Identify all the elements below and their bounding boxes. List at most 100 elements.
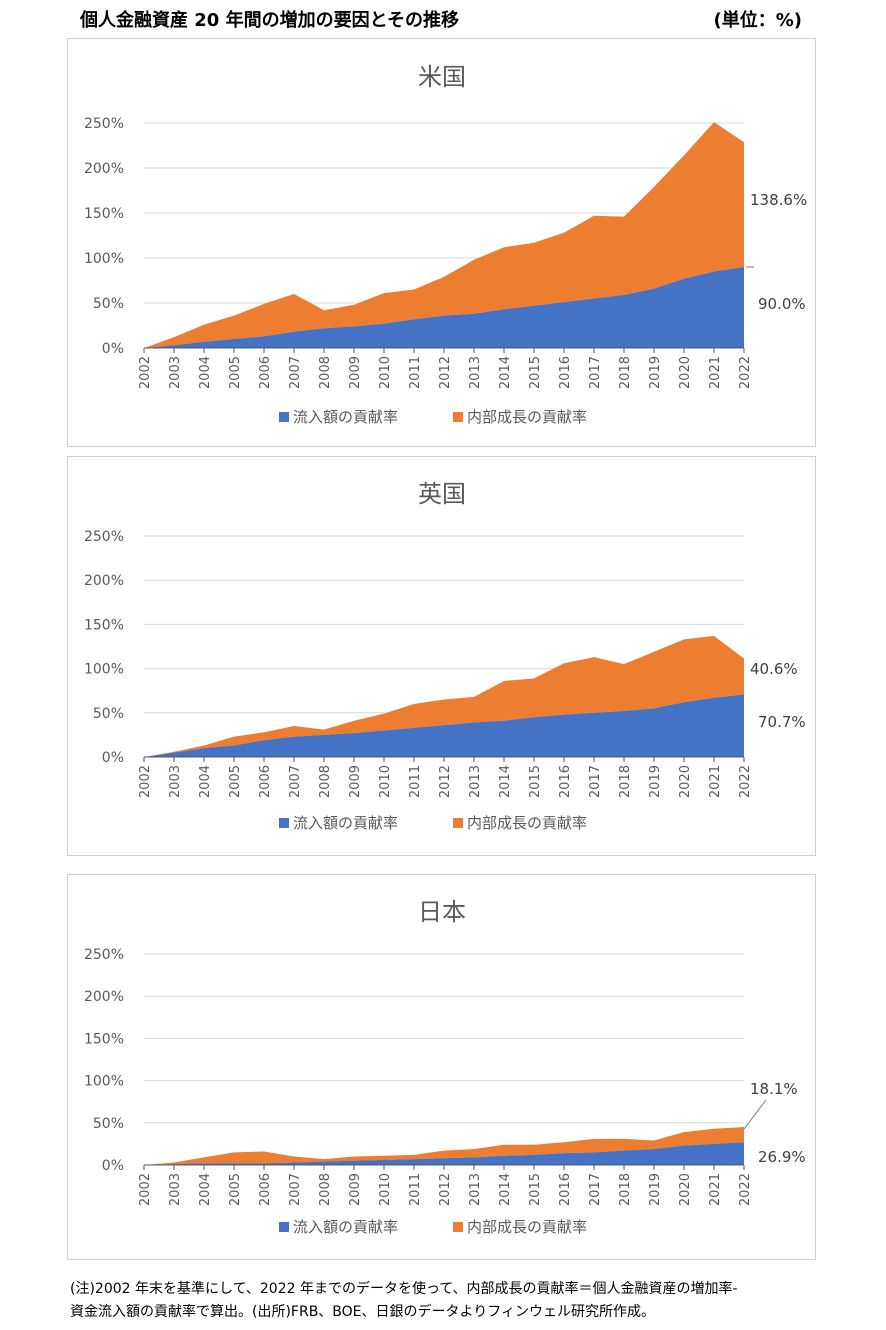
x-tick-label: 2012 bbox=[438, 765, 453, 798]
x-tick-label: 2015 bbox=[528, 1173, 543, 1206]
y-tick-label: 0% bbox=[102, 750, 124, 766]
annotation-inflow-end: 90.0% bbox=[758, 295, 806, 313]
x-tick-label: 2006 bbox=[258, 356, 273, 389]
legend-label-internal: 内部成長の貢献率 bbox=[467, 1218, 587, 1236]
x-tick-label: 2014 bbox=[498, 765, 513, 798]
x-tick-label: 2019 bbox=[648, 356, 663, 389]
x-tick-label: 2013 bbox=[468, 765, 483, 798]
x-tick-label: 2006 bbox=[258, 1173, 273, 1206]
chart-us: 米国 0% 50% 100% 150% 200% 250% 2002 2003 2004 2005 2… bbox=[84, 63, 807, 426]
x-tick-label: 2017 bbox=[588, 356, 603, 389]
x-tick-label: 2007 bbox=[288, 356, 303, 389]
chart-title-jp: 日本 bbox=[418, 898, 466, 926]
x-tick-label: 2014 bbox=[498, 356, 513, 389]
footnote: (注)2002 年末を基準にして、2022 年までのデータを使って、内部成長の貢… bbox=[70, 1278, 850, 1324]
legend-swatch-inflow bbox=[279, 412, 289, 422]
x-tick-label: 2004 bbox=[198, 765, 213, 798]
x-tick-label: 2015 bbox=[528, 765, 543, 798]
y-tick-label: 100% bbox=[84, 251, 124, 267]
x-tick-label: 2010 bbox=[378, 356, 393, 389]
x-tick-label: 2016 bbox=[558, 765, 573, 798]
y-tick-label: 150% bbox=[84, 617, 124, 633]
x-tick-label: 2009 bbox=[348, 1173, 363, 1206]
x-tick-label: 2010 bbox=[378, 1173, 393, 1206]
x-tick-label: 2022 bbox=[738, 356, 753, 389]
x-tick-label: 2011 bbox=[408, 1173, 423, 1206]
y-tick-label: 200% bbox=[84, 161, 124, 177]
x-tick-label: 2003 bbox=[168, 1173, 183, 1206]
x-tick-label: 2015 bbox=[528, 356, 543, 389]
y-tick-label: 0% bbox=[102, 341, 124, 357]
area-internal-growth bbox=[144, 635, 744, 757]
legend-label-inflow: 流入額の貢献率 bbox=[293, 408, 398, 426]
x-tick-label: 2007 bbox=[288, 765, 303, 798]
x-tick-label: 2013 bbox=[468, 1173, 483, 1206]
annotation-inflow-end: 26.9% bbox=[758, 1148, 806, 1166]
y-tick-label: 150% bbox=[84, 1031, 124, 1047]
annotation-internal-end: 138.6% bbox=[750, 191, 807, 209]
legend-label-internal: 内部成長の貢献率 bbox=[467, 408, 587, 426]
area-inflow bbox=[144, 267, 744, 348]
x-tick-label: 2009 bbox=[348, 765, 363, 798]
footnote-line-1: (注)2002 年末を基準にして、2022 年までのデータを使って、内部成長の貢… bbox=[70, 1281, 738, 1297]
y-tick-label: 150% bbox=[84, 206, 124, 222]
y-tick-label: 50% bbox=[93, 296, 124, 312]
area-internal-growth bbox=[144, 1127, 744, 1165]
annotation-internal-end: 18.1% bbox=[750, 1080, 798, 1098]
x-tick-label: 2021 bbox=[708, 356, 723, 389]
x-tick-label: 2002 bbox=[138, 1173, 153, 1206]
x-tick-label: 2010 bbox=[378, 765, 393, 798]
legend-label-inflow: 流入額の貢献率 bbox=[293, 814, 398, 832]
annotation-inflow-end: 70.7% bbox=[758, 713, 806, 731]
x-tick-label: 2020 bbox=[678, 356, 693, 389]
chart-jp: 日本 0% 50% 100% 150% 200% 250% 2002 2003 2004 2005 2… bbox=[84, 898, 806, 1236]
x-tick-label: 2005 bbox=[228, 356, 243, 389]
area-internal-growth bbox=[144, 122, 744, 348]
x-tick-label: 2012 bbox=[438, 356, 453, 389]
annotation-leader-line bbox=[743, 1099, 767, 1130]
y-tick-label: 200% bbox=[84, 989, 124, 1005]
legend-label-inflow: 流入額の貢献率 bbox=[293, 1218, 398, 1236]
x-tick-label: 2002 bbox=[138, 765, 153, 798]
chart-title-us: 米国 bbox=[418, 63, 466, 91]
legend-label-internal: 内部成長の貢献率 bbox=[467, 814, 587, 832]
x-tick-label: 2022 bbox=[738, 765, 753, 798]
x-tick-label: 2011 bbox=[408, 765, 423, 798]
x-tick-label: 2005 bbox=[228, 1173, 243, 1206]
x-tick-label: 2004 bbox=[198, 1173, 213, 1206]
chart-panel-uk: 英国 0% 50% 100% 150% 200% 250% 2002 2003 2004 2005 2… bbox=[67, 456, 816, 856]
x-tick-label: 2004 bbox=[198, 356, 213, 389]
x-tick-label: 2012 bbox=[438, 1173, 453, 1206]
x-tick-label: 2017 bbox=[588, 1173, 603, 1206]
x-tick-label: 2008 bbox=[318, 356, 333, 389]
x-tick-label: 2019 bbox=[648, 765, 663, 798]
y-tick-label: 0% bbox=[102, 1158, 124, 1174]
chart-panel-us: 米国 0% 50% 100% 150% 200% 250% 2002 2003 2004 2005 2… bbox=[67, 38, 816, 447]
x-tick-label: 2022 bbox=[738, 1173, 753, 1206]
x-tick-label: 2005 bbox=[228, 765, 243, 798]
y-tick-label: 250% bbox=[84, 947, 124, 963]
x-tick-label: 2014 bbox=[498, 1173, 513, 1206]
page-title: 個人金融資産 20 年間の増加の要因とその推移 bbox=[80, 10, 460, 31]
x-tick-label: 2008 bbox=[318, 765, 333, 798]
y-tick-label: 50% bbox=[93, 706, 124, 722]
area-inflow bbox=[144, 1142, 744, 1165]
x-tick-label: 2011 bbox=[408, 356, 423, 389]
x-tick-label: 2019 bbox=[648, 1173, 663, 1206]
legend-swatch-internal bbox=[453, 1222, 463, 1232]
legend-swatch-internal bbox=[453, 818, 463, 828]
footnote-line-2: 資金流入額の貢献率で算出。(出所)FRB、BOE、日銀のデータよりフィンウェル研… bbox=[70, 1304, 655, 1320]
y-tick-label: 100% bbox=[84, 1074, 124, 1090]
x-tick-label: 2006 bbox=[258, 765, 273, 798]
chart-panel-jp: 日本 0% 50% 100% 150% 200% 250% 2002 2003 2004 2005 2… bbox=[67, 874, 816, 1260]
x-tick-label: 2018 bbox=[618, 765, 633, 798]
x-tick-label: 2020 bbox=[678, 765, 693, 798]
legend-swatch-inflow bbox=[279, 818, 289, 828]
x-tick-label: 2016 bbox=[558, 1173, 573, 1206]
y-tick-label: 250% bbox=[84, 116, 124, 132]
y-tick-label: 50% bbox=[93, 1116, 124, 1132]
x-tick-label: 2021 bbox=[708, 765, 723, 798]
chart-title-uk: 英国 bbox=[418, 480, 466, 508]
chart-uk: 英国 0% 50% 100% 150% 200% 250% 2002 2003 2004 2005 2… bbox=[84, 480, 806, 832]
x-tick-label: 2017 bbox=[588, 765, 603, 798]
